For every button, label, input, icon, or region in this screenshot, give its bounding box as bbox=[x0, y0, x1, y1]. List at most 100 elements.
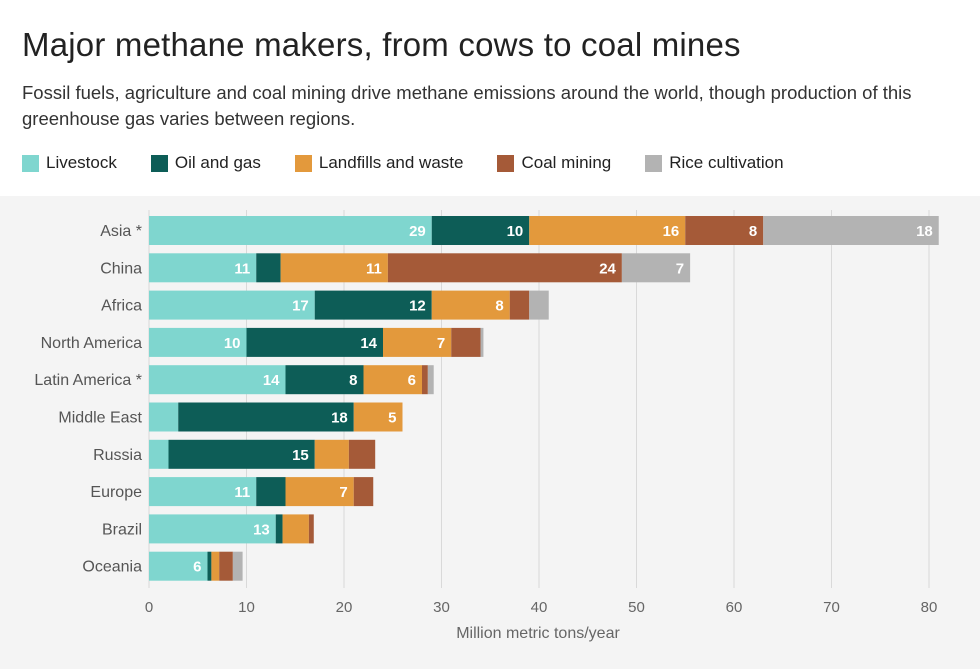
bar-segment bbox=[149, 439, 169, 469]
bar-segment bbox=[427, 365, 434, 395]
bar-value-label: 18 bbox=[331, 410, 348, 427]
bar-segment bbox=[149, 290, 315, 320]
legend-swatch-livestock bbox=[22, 154, 39, 172]
bar-value-label: 10 bbox=[224, 335, 241, 352]
bar-segment bbox=[232, 551, 243, 581]
bar-value-label: 7 bbox=[676, 260, 684, 277]
bar-value-label: 16 bbox=[663, 223, 680, 240]
bar-segment bbox=[431, 290, 510, 320]
x-tick-label: 80 bbox=[921, 599, 938, 616]
category-label: Middle East bbox=[58, 410, 142, 427]
category-label: North America bbox=[41, 335, 142, 352]
legend-swatch-rice-cultivation bbox=[645, 154, 663, 172]
bar-segment bbox=[149, 402, 179, 432]
bar-segment bbox=[314, 290, 432, 320]
bar-segment bbox=[256, 253, 281, 283]
category-label: China bbox=[100, 260, 142, 277]
bar-value-label: 13 bbox=[253, 521, 270, 538]
bar-value-label: 6 bbox=[193, 559, 201, 576]
bar-value-label: 6 bbox=[408, 372, 416, 389]
bars bbox=[149, 216, 939, 581]
bar-segment bbox=[387, 253, 622, 283]
bar-value-label: 10 bbox=[507, 223, 524, 240]
bar-segment bbox=[149, 551, 208, 581]
legend-swatch-oil-and-gas bbox=[150, 154, 168, 172]
x-tick-label: 20 bbox=[336, 599, 353, 616]
legend-item-oil-and-gas: Oil and gas bbox=[150, 153, 261, 173]
bar-value-label: 17 bbox=[292, 298, 309, 315]
x-tick-label: 30 bbox=[433, 599, 450, 616]
bar-segment bbox=[363, 365, 422, 395]
bar-segment bbox=[149, 477, 257, 507]
category-labels: Asia * China Africa North America Latin Amer… bbox=[34, 223, 142, 576]
bar-value-label: 15 bbox=[292, 447, 309, 464]
category-label: Russia bbox=[93, 447, 142, 464]
bar-segment bbox=[149, 327, 247, 357]
bar-segment bbox=[348, 439, 376, 469]
bar-segment bbox=[308, 514, 314, 544]
category-label: Europe bbox=[90, 484, 142, 501]
bar-segment bbox=[509, 290, 530, 320]
chart-subtitle: Fossil fuels, agriculture and coal minin… bbox=[22, 82, 912, 129]
legend-item-landfills-and-waste: Landfills and waste bbox=[294, 153, 464, 173]
bar-segment bbox=[168, 439, 315, 469]
category-label: Latin America * bbox=[34, 372, 142, 389]
bar-segment bbox=[353, 477, 374, 507]
bar-value-label: 11 bbox=[234, 484, 250, 501]
bar-segment bbox=[383, 327, 452, 357]
bar-segment bbox=[149, 253, 257, 283]
bar-value-label: 12 bbox=[409, 298, 426, 315]
x-tick-label: 0 bbox=[145, 599, 153, 616]
bar-value-label: 8 bbox=[495, 298, 503, 315]
legend-label-landfills-and-waste: Landfills and waste bbox=[318, 153, 464, 172]
x-tick-label: 70 bbox=[823, 599, 840, 616]
x-tick-label: 40 bbox=[531, 599, 548, 616]
x-tick-label: 50 bbox=[628, 599, 645, 616]
bar-value-label: 14 bbox=[360, 335, 377, 352]
bar-segment bbox=[314, 439, 349, 469]
bar-segment bbox=[621, 253, 691, 283]
bar-value-labels: 29 10 16 8 18 11 11 24 7 17 12 8 10 14 7 14 8 6 18 5 15 11 7 13… bbox=[193, 223, 933, 576]
legend-label-oil-and-gas: Oil and gas bbox=[174, 153, 261, 172]
bar-segment bbox=[246, 327, 383, 357]
bar-value-label: 29 bbox=[409, 223, 426, 240]
bar-value-label: 8 bbox=[749, 223, 757, 240]
bar-value-label: 11 bbox=[366, 260, 382, 277]
bar-segment bbox=[422, 365, 428, 395]
bar-segment bbox=[431, 216, 530, 245]
x-tick-labels: 0 10 20 30 40 50 60 70 80 bbox=[145, 599, 938, 616]
bar-value-label: 11 bbox=[234, 260, 250, 277]
legend-label-rice-cultivation: Rice cultivation bbox=[669, 153, 784, 172]
bar-segment bbox=[529, 290, 549, 320]
bar-segment bbox=[285, 365, 364, 395]
bar-segment bbox=[685, 216, 764, 245]
x-axis-label: Million metric tons/year bbox=[456, 625, 620, 642]
legend-item-rice-cultivation: Rice cultivation bbox=[645, 153, 784, 173]
bar-segment bbox=[275, 514, 283, 544]
chart-title: Major methane makers, from cows to coal … bbox=[22, 26, 741, 63]
bar-segment bbox=[219, 551, 233, 581]
bar-segment bbox=[149, 514, 276, 544]
legend-item-coal-mining: Coal mining bbox=[497, 153, 611, 173]
bar-segment bbox=[149, 365, 286, 395]
legend-item-livestock: Livestock bbox=[22, 153, 117, 173]
bar-value-label: 18 bbox=[916, 223, 933, 240]
bar-segment bbox=[280, 253, 388, 283]
legend-swatch-coal-mining bbox=[497, 154, 515, 172]
bar-value-label: 14 bbox=[263, 372, 280, 389]
bar-value-label: 8 bbox=[349, 372, 357, 389]
bar-segment bbox=[451, 327, 481, 357]
bar-segment bbox=[282, 514, 309, 544]
legend-swatch-landfills-and-waste bbox=[294, 154, 312, 172]
bar-value-label: 24 bbox=[599, 260, 616, 277]
bar-segment bbox=[211, 551, 220, 581]
legend: Livestock Oil and gas Landfills and wast… bbox=[22, 153, 818, 173]
legend-label-coal-mining: Coal mining bbox=[521, 153, 612, 172]
legend-label-livestock: Livestock bbox=[46, 153, 117, 172]
bar-segment bbox=[256, 477, 286, 507]
bar-segment bbox=[763, 216, 939, 245]
bar-segment bbox=[207, 551, 212, 581]
bar-segment bbox=[529, 216, 686, 245]
bar-value-label: 5 bbox=[388, 410, 396, 427]
